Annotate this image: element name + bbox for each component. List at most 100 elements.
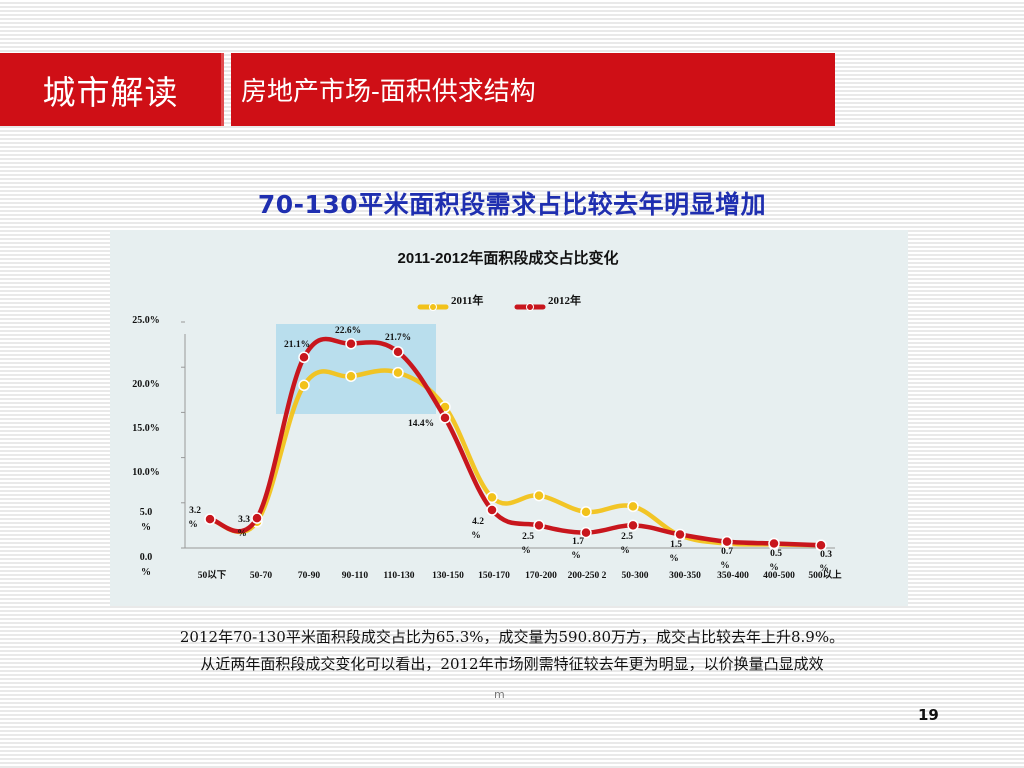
data-point: [627, 519, 639, 532]
y-tick-labels: 25.0% 20.0% 15.0% 10.0% 5.0% 0.0%: [132, 315, 185, 578]
svg-text:0.5: 0.5: [770, 549, 782, 559]
x-tick-label: 200-250 2: [568, 571, 607, 581]
data-point: [768, 537, 780, 550]
slide-title-banner: 房地产市场-面积供求结构: [231, 53, 835, 126]
chart-panel: 2011-2012年面积段成交占比变化 2011年 2012年 25.0% 20.0…: [110, 230, 908, 606]
x-tick-label: 170-200: [525, 571, 557, 581]
data-label: 0.5%: [769, 549, 782, 573]
y-tick-label: 0.0%: [140, 552, 153, 578]
svg-text:22.6%: 22.6%: [335, 326, 361, 336]
data-point: [345, 337, 357, 350]
data-label: 2.5%: [620, 532, 633, 556]
svg-text:%: %: [188, 520, 198, 530]
svg-text:%: %: [471, 531, 481, 541]
headline: 70-130平米面积段需求占比较去年明显增加: [257, 190, 767, 219]
y-tick-label: 25.0%: [132, 315, 160, 326]
data-label: 1.7%: [571, 537, 584, 561]
svg-text:20.0%: 20.0%: [132, 379, 160, 390]
data-label: 0.3%: [819, 550, 832, 574]
page-number: 19: [918, 706, 939, 724]
data-point: [345, 370, 357, 382]
footnote-line-1: 2012年70-130平米面积段成交占比为65.3%，成交量为590.80万方，…: [179, 628, 845, 646]
svg-text:2011年: 2011年: [451, 293, 483, 307]
y-tick-label: 20.0%: [132, 379, 160, 390]
x-tick-label: 400-500: [763, 571, 795, 581]
x-tick-label: 50-70: [250, 571, 272, 581]
svg-text:%: %: [669, 554, 679, 564]
legend-item: 2011年: [417, 293, 483, 311]
svg-text:%: %: [141, 522, 151, 533]
data-point: [298, 351, 310, 364]
data-point: [251, 512, 263, 524]
y-tick-label: 10.0%: [132, 467, 160, 478]
data-point: [486, 504, 498, 516]
svg-text:%: %: [819, 564, 829, 574]
watermark: m: [494, 688, 505, 701]
legend: 2011年 2012年: [417, 293, 581, 311]
svg-text:14.4%: 14.4%: [408, 419, 434, 429]
data-point: [204, 513, 216, 525]
x-tick-label: 50-300: [622, 571, 649, 581]
data-label: 4.2%: [471, 517, 484, 541]
data-label: 3.3%: [237, 515, 250, 539]
data-point: [439, 412, 451, 424]
highlight-box: [276, 324, 436, 414]
svg-text:5.0: 5.0: [140, 507, 153, 518]
data-point: [674, 528, 686, 541]
svg-text:%: %: [237, 529, 247, 539]
data-point: [298, 379, 310, 392]
svg-text:%: %: [521, 546, 531, 556]
svg-text:3.3: 3.3: [238, 515, 250, 525]
x-tick-label: 150-170: [478, 571, 510, 581]
data-label: 21.7%: [385, 333, 411, 343]
svg-text:4.2: 4.2: [472, 517, 484, 527]
x-tick-label: 50以下: [198, 570, 227, 581]
footnote-line-2: 从近两年面积段成交变化可以看出，2012年市场刚需特征较去年更为明显，以价换量凸…: [200, 655, 824, 673]
svg-text:15.0%: 15.0%: [132, 423, 160, 434]
chart-title: 2011-2012年面积段成交占比变化: [398, 249, 619, 267]
x-tick-label: 130-150: [432, 571, 464, 581]
data-label: 2.5%: [521, 532, 534, 556]
svg-text:0.7: 0.7: [721, 547, 733, 557]
series-2: [204, 336, 827, 552]
svg-text:10.0%: 10.0%: [132, 467, 160, 478]
data-label: 21.1%: [284, 340, 310, 350]
data-label: 0.7%: [720, 547, 733, 571]
x-tick-label: 110-130: [383, 571, 414, 581]
svg-text:2.5: 2.5: [522, 532, 534, 542]
svg-text:3.2: 3.2: [189, 506, 201, 516]
data-point: [392, 366, 404, 379]
svg-text:1.5: 1.5: [670, 540, 682, 550]
svg-text:%: %: [620, 546, 630, 556]
svg-text:2012年: 2012年: [548, 293, 581, 307]
data-point: [392, 346, 404, 358]
svg-text:0.0: 0.0: [140, 552, 153, 563]
svg-text:%: %: [720, 561, 730, 571]
x-tick-label: 90-110: [342, 571, 369, 581]
section-title-banner: 城市解读: [0, 53, 224, 126]
x-tick-label: 500以上: [808, 569, 842, 581]
svg-text:%: %: [571, 551, 581, 561]
data-point: [721, 535, 733, 548]
legend-item: 2012年: [514, 293, 581, 311]
svg-text:2.5: 2.5: [621, 532, 633, 542]
data-point: [580, 506, 592, 518]
svg-text:0.3: 0.3: [820, 550, 832, 560]
slide-title: 房地产市场-面积供求结构: [241, 77, 536, 107]
x-tick-label: 300-350: [669, 571, 701, 581]
data-point: [627, 500, 639, 513]
data-label: 22.6%: [335, 326, 361, 336]
x-tick-labels: 50以下 50-70 70-90 90-110 110-130 130-150 150-17…: [198, 569, 842, 581]
data-labels: 3.2% 3.3%21.1%22.6%21.7%14.4%4.2% 2.5%1.7%…: [188, 326, 832, 574]
y-tick-label: 15.0%: [132, 423, 160, 434]
data-point: [533, 489, 545, 502]
svg-text:1.7: 1.7: [572, 537, 584, 547]
data-point: [815, 539, 827, 552]
svg-text:25.0%: 25.0%: [132, 315, 160, 326]
line-chart: 2011-2012年面积段成交占比变化 2011年 2012年 25.0% 20.0…: [132, 249, 842, 581]
data-point: [486, 491, 498, 504]
data-label: 3.2%: [188, 506, 201, 530]
svg-text:%: %: [769, 563, 779, 573]
section-title: 城市解读: [42, 72, 179, 112]
data-label: 14.4%: [408, 419, 434, 429]
